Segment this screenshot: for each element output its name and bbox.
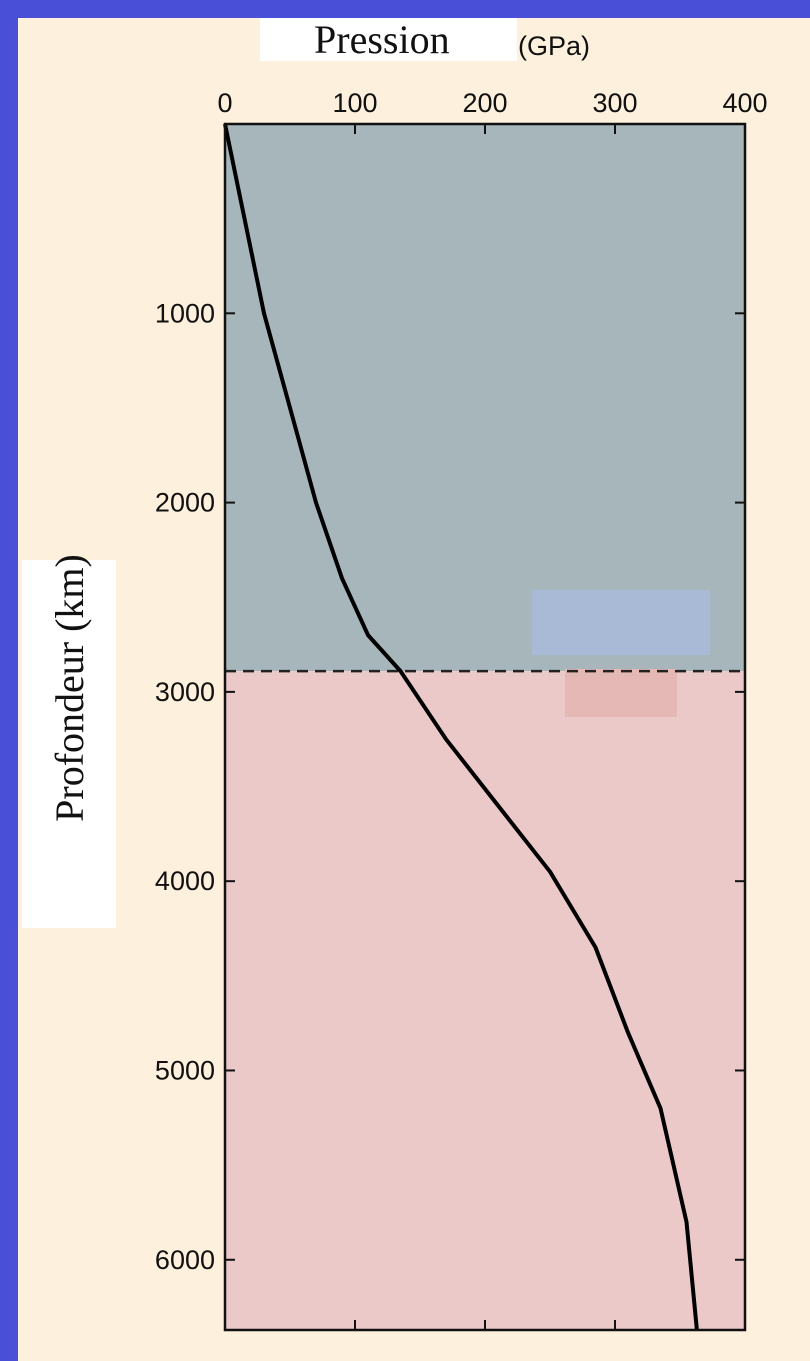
depth-pressure-chart: 0 100 200 300 400 1000 2000 3000 4000 5000 6000 P… <box>22 18 768 1332</box>
x-axis-unit: (GPa) <box>518 31 590 61</box>
figure-panel: 0 100 200 300 400 1000 2000 3000 4000 5000 6000 P… <box>18 18 810 1361</box>
y-axis-title: Profondeur (km) <box>47 554 92 822</box>
y-tick-label: 1000 <box>155 298 215 328</box>
lower-region <box>225 671 745 1330</box>
x-axis-title: Pression <box>314 18 450 62</box>
x-tick-label: 400 <box>722 88 767 118</box>
x-tick-label: 100 <box>332 88 377 118</box>
y-axis-ticks <box>225 312 745 1261</box>
upper-legend-patch <box>532 590 710 655</box>
lower-legend-patch <box>565 669 677 717</box>
y-tick-label: 2000 <box>155 488 215 518</box>
xlabel-box <box>260 18 517 61</box>
x-tick-label: 200 <box>462 88 507 118</box>
upper-region <box>225 124 745 672</box>
y-axis-tick-labels: 1000 2000 3000 4000 5000 6000 <box>155 298 215 1274</box>
x-axis-ticks <box>224 124 746 1330</box>
x-axis-tick-labels: 0 100 200 300 400 <box>217 88 767 118</box>
y-tick-label: 5000 <box>155 1055 215 1085</box>
pressure-curve <box>223 123 699 1331</box>
y-tick-label: 4000 <box>155 866 215 896</box>
y-tick-label: 6000 <box>155 1245 215 1275</box>
y-tick-label: 3000 <box>155 677 215 707</box>
x-tick-label: 0 <box>217 88 232 118</box>
x-tick-label: 300 <box>592 88 637 118</box>
ylabel-box <box>22 560 116 928</box>
